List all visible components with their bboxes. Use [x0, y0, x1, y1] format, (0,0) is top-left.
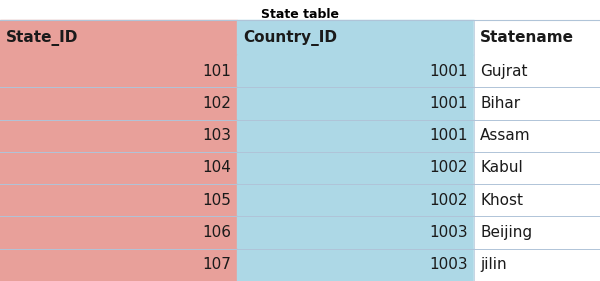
Text: 1001: 1001 — [430, 64, 468, 79]
Bar — [0, 152, 237, 184]
Bar — [237, 20, 474, 55]
Bar — [474, 120, 600, 152]
Bar — [237, 87, 474, 120]
Text: 101: 101 — [202, 64, 231, 79]
Bar — [0, 216, 237, 249]
Bar — [0, 120, 237, 152]
Text: jilin: jilin — [480, 257, 506, 272]
Text: State_ID: State_ID — [6, 30, 79, 46]
Bar — [0, 249, 237, 281]
Text: 1002: 1002 — [430, 160, 468, 176]
Bar — [237, 249, 474, 281]
Bar — [0, 20, 237, 55]
Text: 1002: 1002 — [430, 193, 468, 208]
Bar — [474, 20, 600, 55]
Bar — [474, 216, 600, 249]
Bar — [474, 87, 600, 120]
Bar — [474, 249, 600, 281]
Text: 106: 106 — [202, 225, 231, 240]
Bar — [237, 120, 474, 152]
Text: State table: State table — [261, 8, 339, 21]
Bar — [474, 55, 600, 87]
Bar — [474, 152, 600, 184]
Text: 1001: 1001 — [430, 128, 468, 143]
Text: 1001: 1001 — [430, 96, 468, 111]
Text: 1003: 1003 — [430, 257, 468, 272]
Text: 105: 105 — [202, 193, 231, 208]
Text: Beijing: Beijing — [480, 225, 532, 240]
Text: Gujrat: Gujrat — [480, 64, 527, 79]
Bar — [237, 184, 474, 216]
Text: 103: 103 — [202, 128, 231, 143]
Bar — [474, 184, 600, 216]
Bar — [0, 87, 237, 120]
Text: Khost: Khost — [480, 193, 523, 208]
Bar — [237, 152, 474, 184]
Bar — [237, 55, 474, 87]
Text: Assam: Assam — [480, 128, 530, 143]
Text: Kabul: Kabul — [480, 160, 523, 176]
Bar — [0, 55, 237, 87]
Bar — [237, 216, 474, 249]
Text: Statename: Statename — [480, 30, 574, 45]
Text: 104: 104 — [202, 160, 231, 176]
Text: Country_ID: Country_ID — [243, 30, 337, 46]
Text: 102: 102 — [202, 96, 231, 111]
Text: 1003: 1003 — [430, 225, 468, 240]
Text: Bihar: Bihar — [480, 96, 520, 111]
Bar — [0, 184, 237, 216]
Text: 107: 107 — [202, 257, 231, 272]
